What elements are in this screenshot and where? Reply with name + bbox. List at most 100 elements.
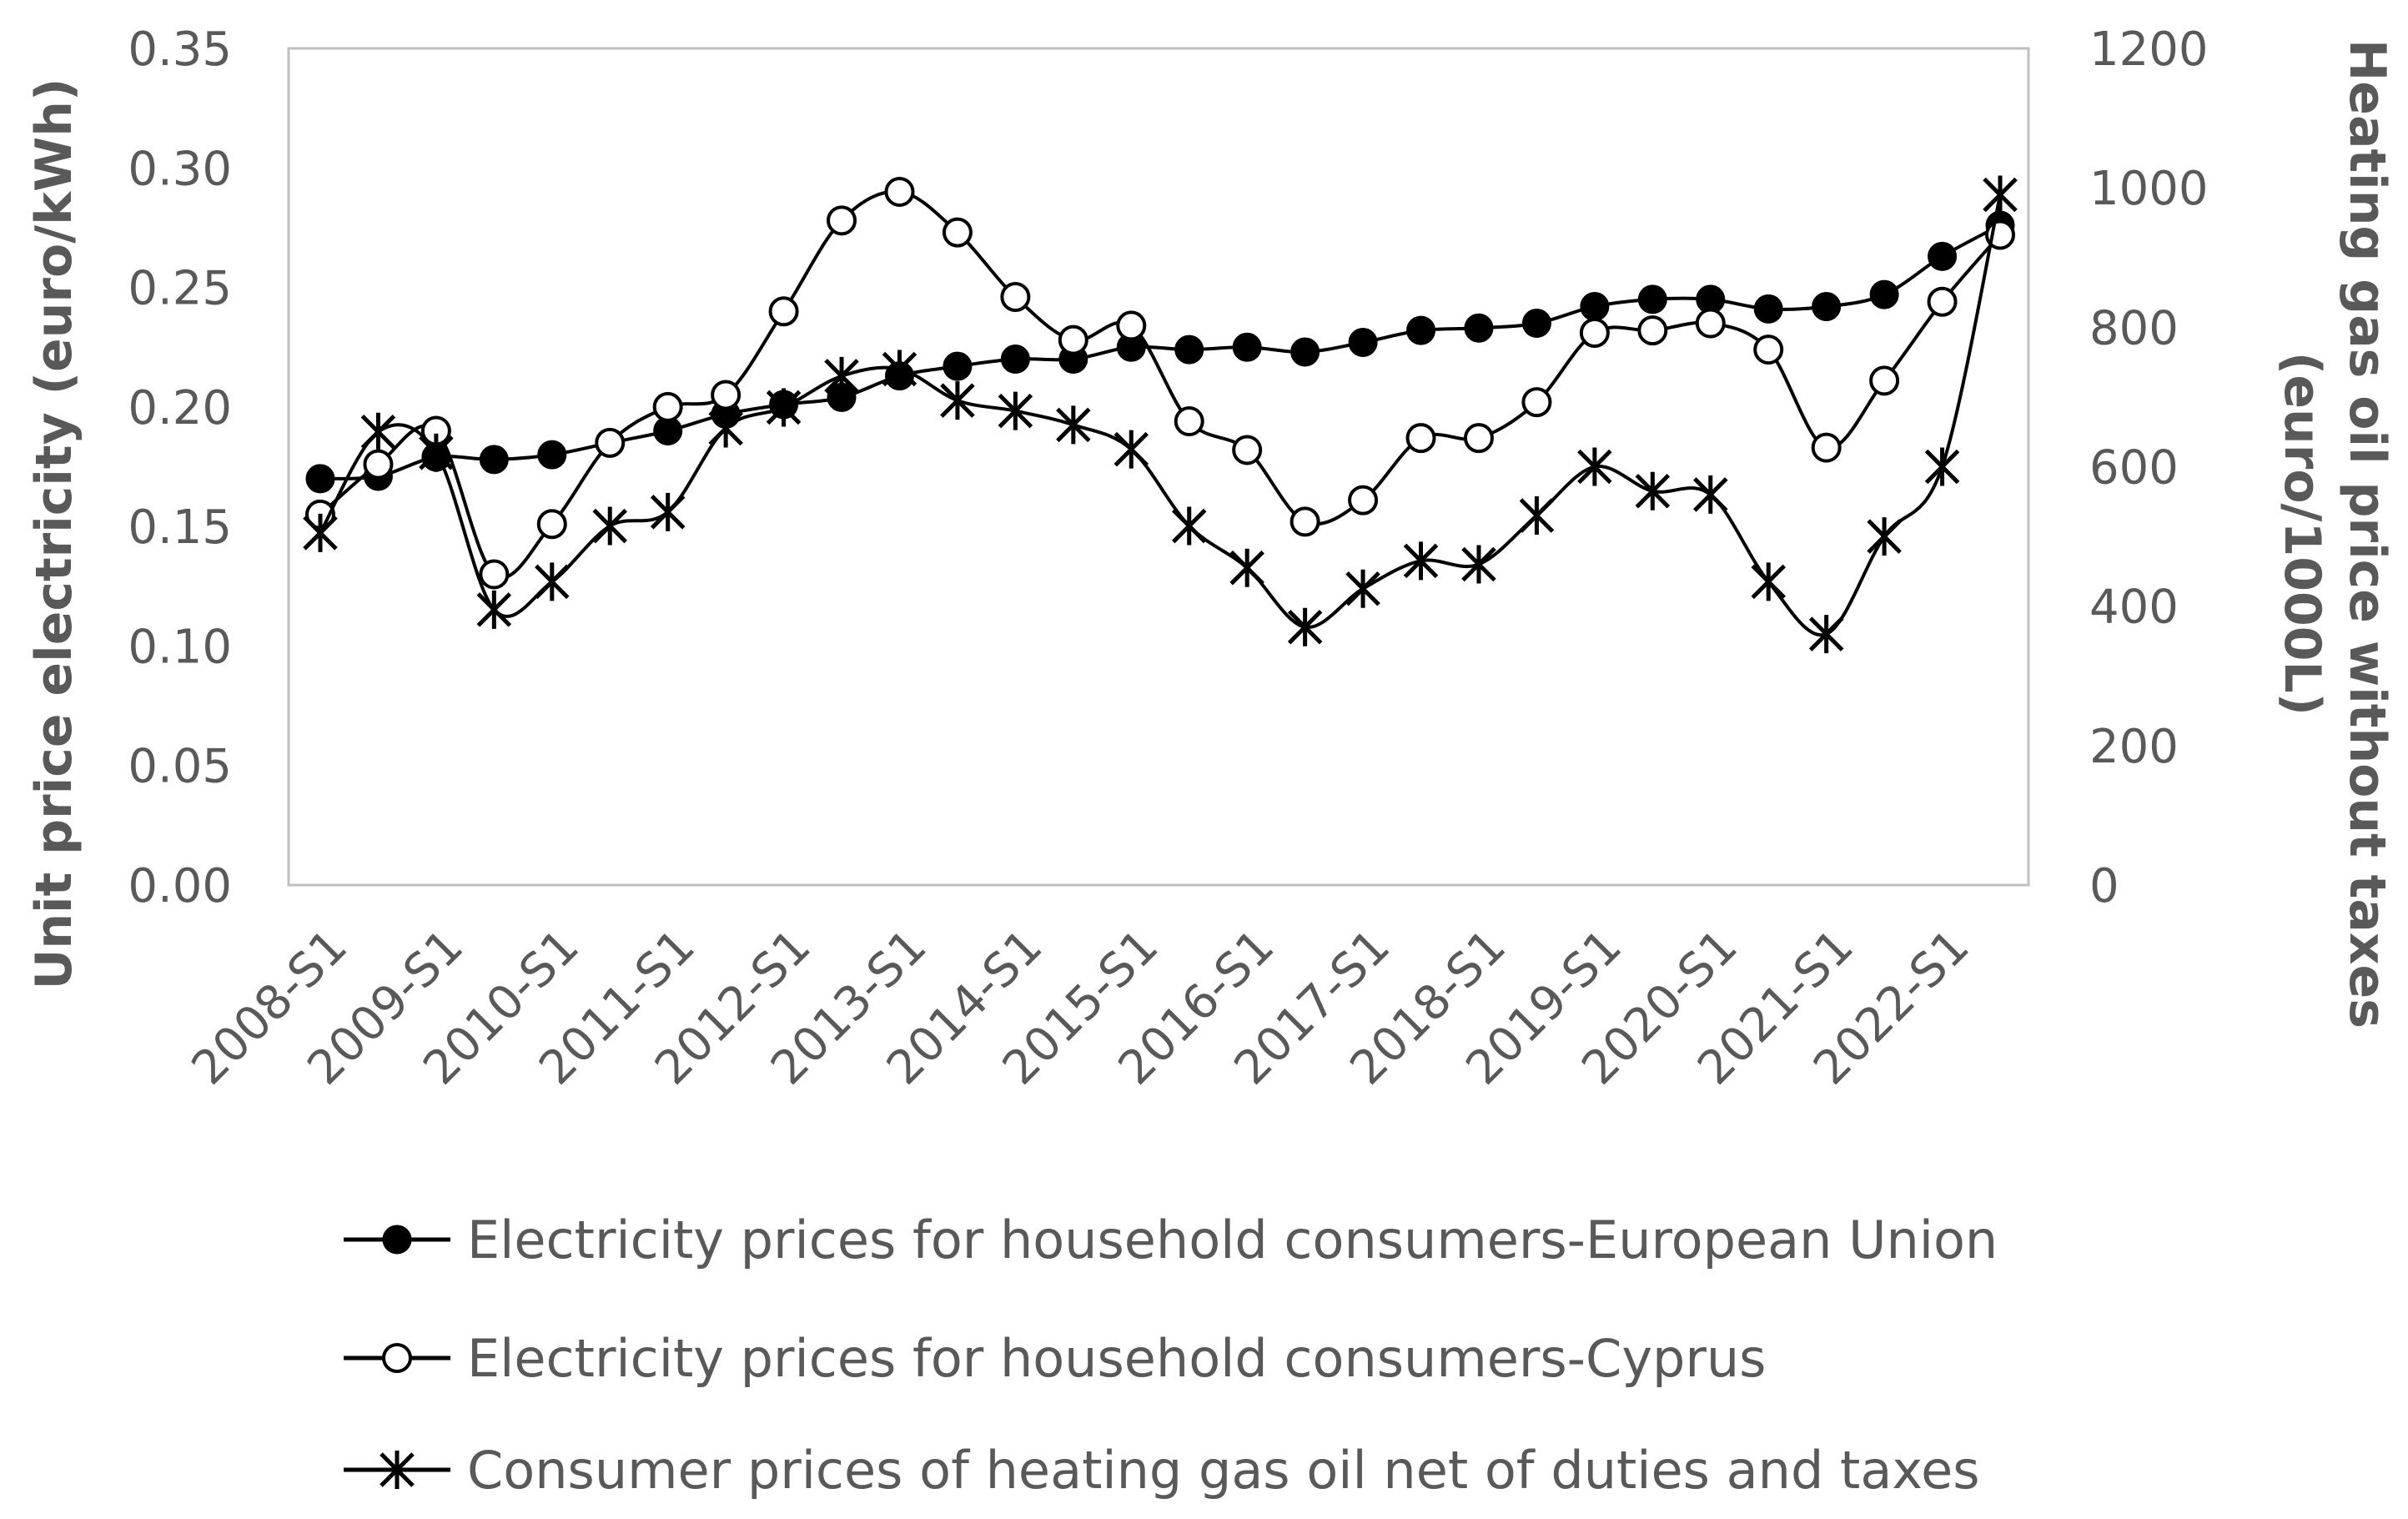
series-gas-oil-point [1983, 175, 2018, 214]
series-cyprus-point [363, 449, 394, 480]
series-gas-oil-point [1635, 471, 1671, 511]
right-axis-title-line2: (euro/1000L) [2273, 352, 2331, 716]
series-gas-oil-point [1056, 405, 1091, 445]
series-cyprus-point [1463, 423, 1494, 454]
series-gas-oil-point [1229, 548, 1264, 587]
series-eu-point [1174, 334, 1204, 365]
series-gas-oil-point [1114, 430, 1149, 469]
series-eu-point [1812, 291, 1842, 321]
series-cyprus-point [942, 217, 973, 248]
series-cyprus-point [536, 509, 567, 540]
left-y-tick-label: 0.05 [128, 740, 232, 794]
series-cyprus-point [1232, 435, 1263, 465]
series-gas-oil-point [1287, 607, 1323, 646]
series-eu-point [1637, 284, 1667, 314]
legend-label: Consumer prices of heating gas oil net o… [467, 1440, 1980, 1501]
right-y-tick-label: 1000 [2089, 162, 2209, 216]
right-y-tick-label: 800 [2089, 301, 2179, 355]
right-y-tick-label: 200 [2089, 720, 2179, 774]
series-cyprus-point [1811, 432, 1842, 463]
series-eu-point [1000, 345, 1030, 375]
right-y-axis: 0 200 400 600 800 1000 1200 [2089, 23, 2209, 913]
right-y-tick-label: 600 [2089, 441, 2179, 495]
series-eu-point [943, 351, 973, 381]
series-gas-oil-point [1577, 447, 1612, 486]
series-eu-point [479, 445, 509, 475]
legend-item: Consumer prices of heating gas oil net o… [344, 1440, 1980, 1501]
left-axis-title: Unit price electricity (euro/kWh) [25, 78, 83, 990]
series-gas-oil-point [1403, 541, 1439, 581]
series-gas-oil-point [650, 492, 686, 531]
series-cyprus-point [595, 427, 626, 458]
series-gas-oil-point [998, 391, 1033, 430]
legend-marker [380, 1451, 415, 1489]
series-cyprus-point [1521, 387, 1552, 418]
series-gas-oil [303, 175, 2018, 654]
right-axis-title-line1: Heating gas oil price without taxes [2338, 39, 2396, 1029]
series-cyprus-point [1348, 485, 1379, 516]
series-eu-point [1753, 294, 1783, 324]
series-gas-oil-point [824, 356, 859, 395]
series-gas-oil-point [1345, 569, 1380, 608]
right-y-tick-label: 400 [2089, 581, 2179, 635]
series-eu-point [537, 440, 567, 470]
series-cyprus-point [884, 176, 915, 207]
series-eu-point [1464, 313, 1494, 343]
left-y-tick-label: 0.15 [128, 500, 232, 555]
left-y-tick-label: 0.10 [128, 620, 232, 674]
series-cyprus-point [1695, 308, 1726, 339]
series-cyprus-point [827, 205, 857, 236]
plot-area [287, 47, 2030, 887]
series-gas-oil-point [766, 388, 802, 427]
series-gas-oil-point [592, 506, 628, 546]
series-eu-point [1521, 309, 1551, 339]
series-eu-point [1348, 327, 1378, 357]
series-gas-oil-point [1171, 506, 1207, 546]
x-axis: 2008-S12009-S12010-S12011-S12012-S12013-… [182, 919, 1980, 1095]
legend-label: Electricity prices for household consume… [467, 1210, 1998, 1270]
series-gas-oil-point [940, 381, 975, 420]
left-y-tick-label: 0.30 [128, 142, 232, 196]
series-cyprus-point [1579, 318, 1610, 349]
series-gas-oil-point [882, 350, 917, 389]
series-cyprus-point [1000, 282, 1031, 313]
left-y-tick-label: 0.35 [128, 23, 232, 77]
series-cyprus-point [711, 380, 742, 410]
series-gas-oil-point [1808, 615, 1844, 654]
series-cyprus-point [1637, 315, 1668, 346]
series-gas-oil-point [476, 590, 512, 629]
series-gas-oil-point [1867, 517, 1902, 556]
series-gas-oil-point [1751, 562, 1786, 601]
series-gas-oil-point [419, 433, 454, 472]
legend-item: Electricity prices for household consume… [344, 1328, 1766, 1389]
series-gas-oil-point [360, 412, 396, 451]
series-cyprus-point [1753, 334, 1784, 365]
legend-marker [382, 1343, 412, 1373]
left-y-tick-label: 0.00 [128, 859, 232, 913]
series-layer [303, 175, 2018, 654]
legend: Electricity prices for household consume… [344, 1210, 1998, 1501]
series-gas-oil-point [1461, 545, 1496, 584]
series-cyprus-point [768, 296, 799, 327]
series-gas-oil-point [1924, 447, 1960, 486]
left-y-axis: 0.00 0.05 0.10 0.15 0.20 0.25 0.30 0.35 [128, 23, 232, 913]
legend-marker [382, 1225, 412, 1255]
series-gas-oil-point [1692, 475, 1728, 514]
left-y-tick-label: 0.25 [128, 262, 232, 316]
right-y-tick-label: 0 [2089, 859, 2119, 913]
series-eu-point [1580, 291, 1610, 321]
series-eu-point [1232, 332, 1262, 362]
series-cyprus-point [1116, 310, 1147, 341]
series-gas-oil-point [708, 409, 743, 448]
series-cyprus-point [1927, 286, 1958, 317]
series-cyprus-point [1174, 406, 1204, 437]
series-gas-oil-point [303, 513, 338, 552]
series-gas-oil-point [535, 562, 570, 601]
series-eu-point [305, 464, 335, 494]
legend-item: Electricity prices for household consume… [344, 1210, 1998, 1270]
series-cyprus-point [479, 559, 510, 590]
series-cyprus-point [1869, 365, 1900, 396]
right-y-tick-label: 1200 [2089, 23, 2209, 77]
series-eu-point [1869, 279, 1899, 309]
